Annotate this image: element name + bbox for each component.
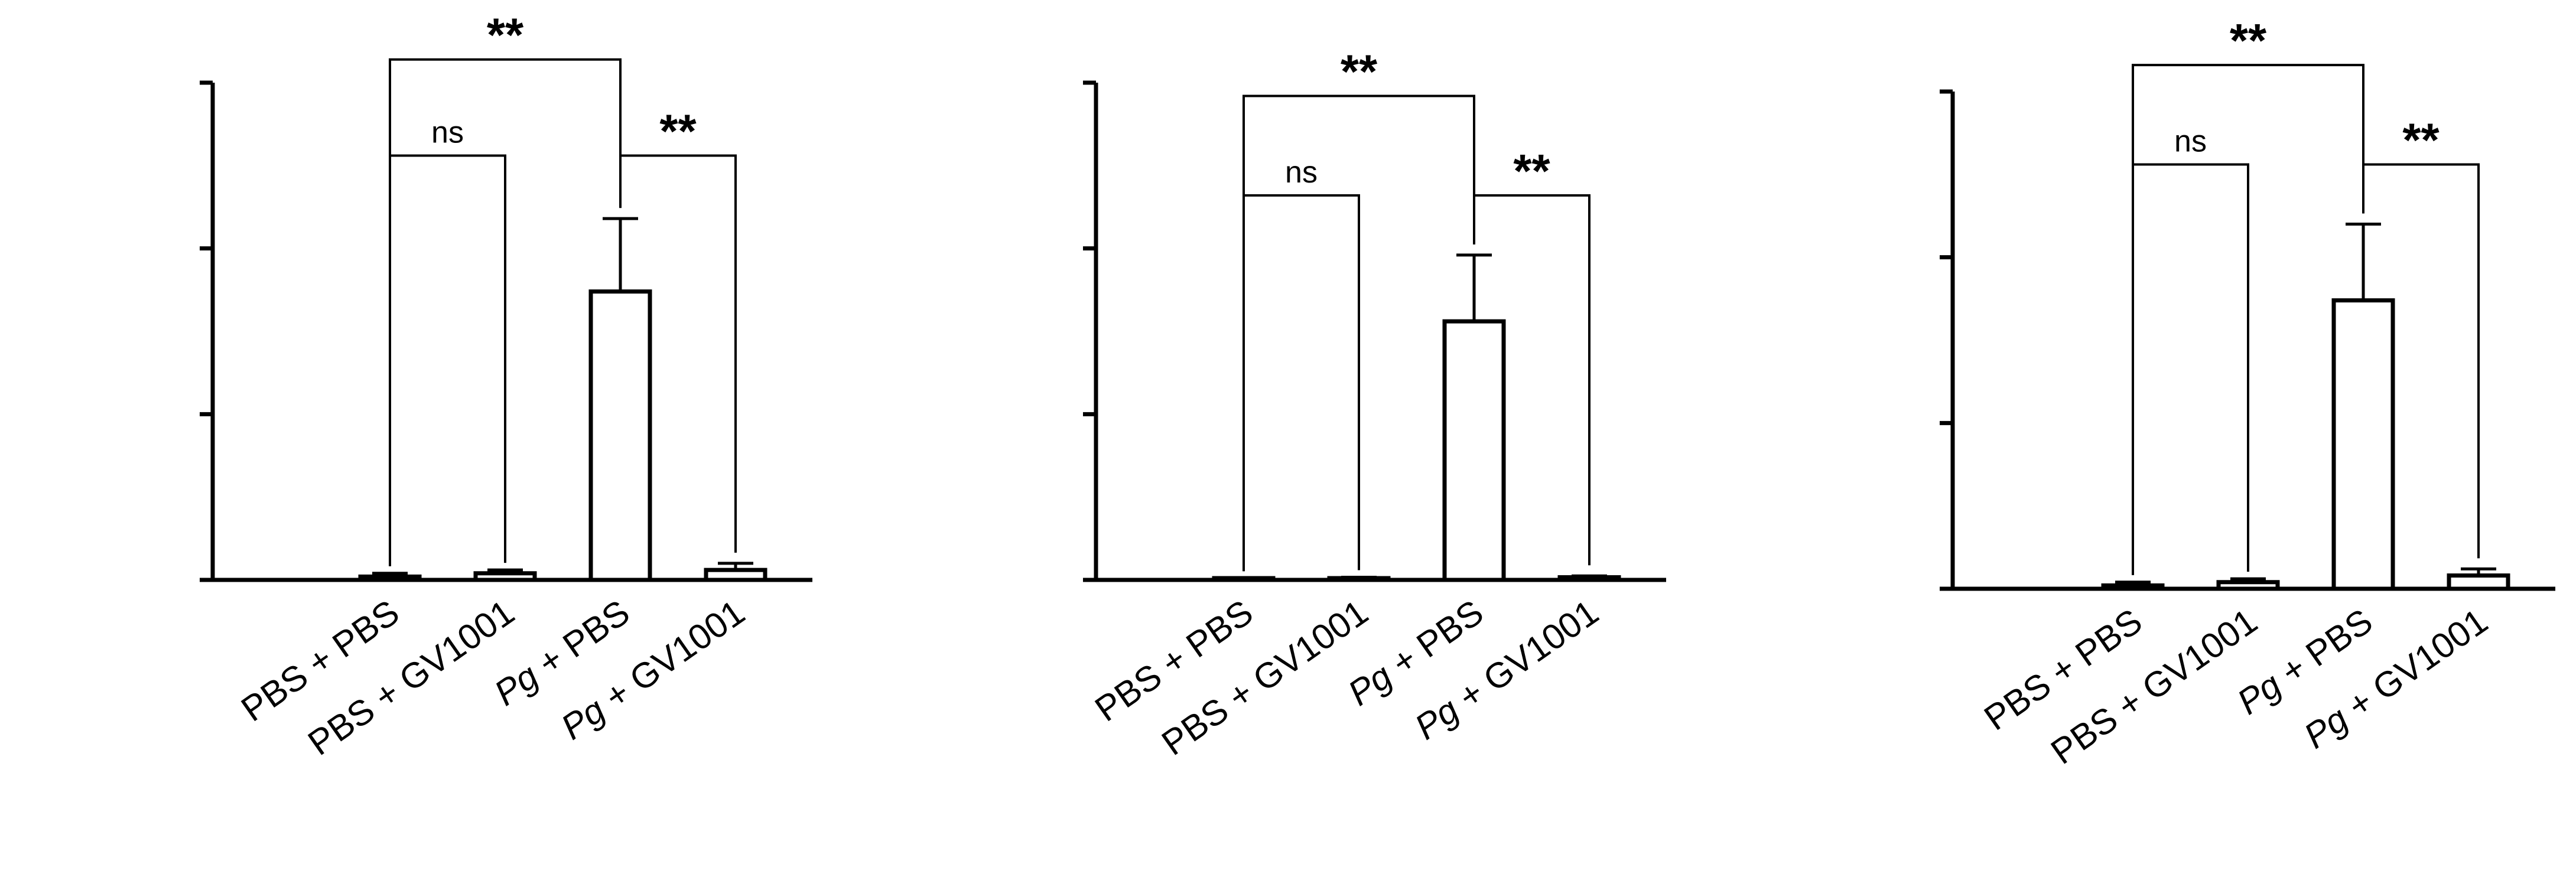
significance-bracket xyxy=(1473,194,1591,566)
x-tick-label: PBS + GV1001 xyxy=(1154,592,1375,763)
bar xyxy=(2216,580,2280,591)
x-tick-label: PBS + GV1001 xyxy=(2044,601,2264,772)
bar xyxy=(1557,575,1621,582)
bar xyxy=(2447,573,2510,591)
bar xyxy=(1442,319,1506,582)
significance-label: ** xyxy=(2230,14,2267,67)
significance-bracket xyxy=(389,154,506,566)
bar xyxy=(2101,583,2165,591)
bar xyxy=(588,289,652,582)
significance-label: ns xyxy=(1285,155,1318,190)
significance-label: ** xyxy=(487,9,524,61)
bar xyxy=(473,571,537,582)
bar xyxy=(704,568,767,582)
significance-label: ** xyxy=(1513,145,1550,197)
significance-bracket xyxy=(619,154,737,553)
significance-label: ns xyxy=(2174,124,2207,158)
significance-label: ** xyxy=(1341,45,1378,97)
significance-bracket xyxy=(2132,163,2249,575)
significance-label: ns xyxy=(431,115,464,149)
significance-label: ** xyxy=(659,105,697,157)
x-tick-label: PBS + GV1001 xyxy=(301,592,521,763)
significance-bracket xyxy=(2362,163,2480,559)
significance-bracket xyxy=(1243,194,1360,572)
significance-label: ** xyxy=(2402,113,2440,166)
bar xyxy=(2331,298,2395,591)
bar xyxy=(358,574,422,582)
